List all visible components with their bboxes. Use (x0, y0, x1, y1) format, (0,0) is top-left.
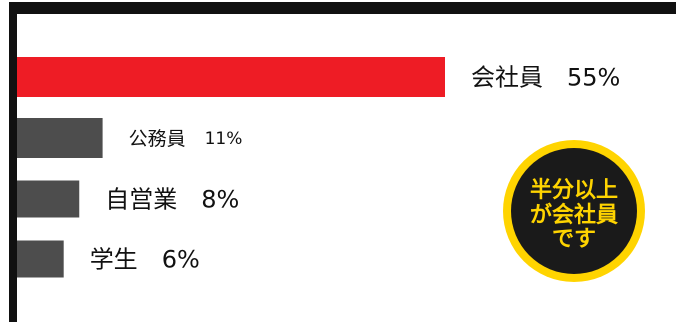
bar-2 (17, 118, 103, 158)
category-label-3: 自営業 (105, 186, 177, 214)
category-label-2: 公務員 (129, 128, 186, 150)
bar-4 (17, 240, 64, 278)
top-border (9, 2, 676, 14)
badge-disc (511, 148, 637, 274)
labels-group: 会社員 55% 公務員 11% 自営業 8% 学生 6% (90, 64, 621, 274)
category-label-1: 会社員 (471, 64, 543, 92)
y-axis-line (9, 2, 17, 322)
value-label-2: 11% (205, 129, 243, 149)
badge-line-2: が会社員 (530, 202, 618, 228)
badge-line-3: です (552, 227, 596, 252)
value-label-3: 8% (201, 186, 239, 214)
badge-line-1: 半分以上 (530, 178, 618, 203)
bars-group (17, 57, 445, 278)
summary-badge: 半分以上 が会社員 です (503, 140, 645, 282)
bar-1 (17, 57, 445, 97)
value-label-4: 6% (162, 246, 200, 274)
bar-3 (17, 180, 80, 218)
value-label-1: 55% (567, 64, 620, 92)
category-label-4: 学生 (90, 246, 138, 274)
